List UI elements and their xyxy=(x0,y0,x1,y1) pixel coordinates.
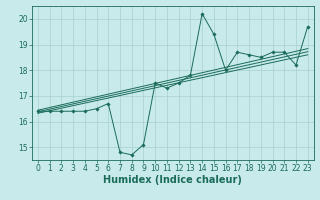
X-axis label: Humidex (Indice chaleur): Humidex (Indice chaleur) xyxy=(103,175,242,185)
